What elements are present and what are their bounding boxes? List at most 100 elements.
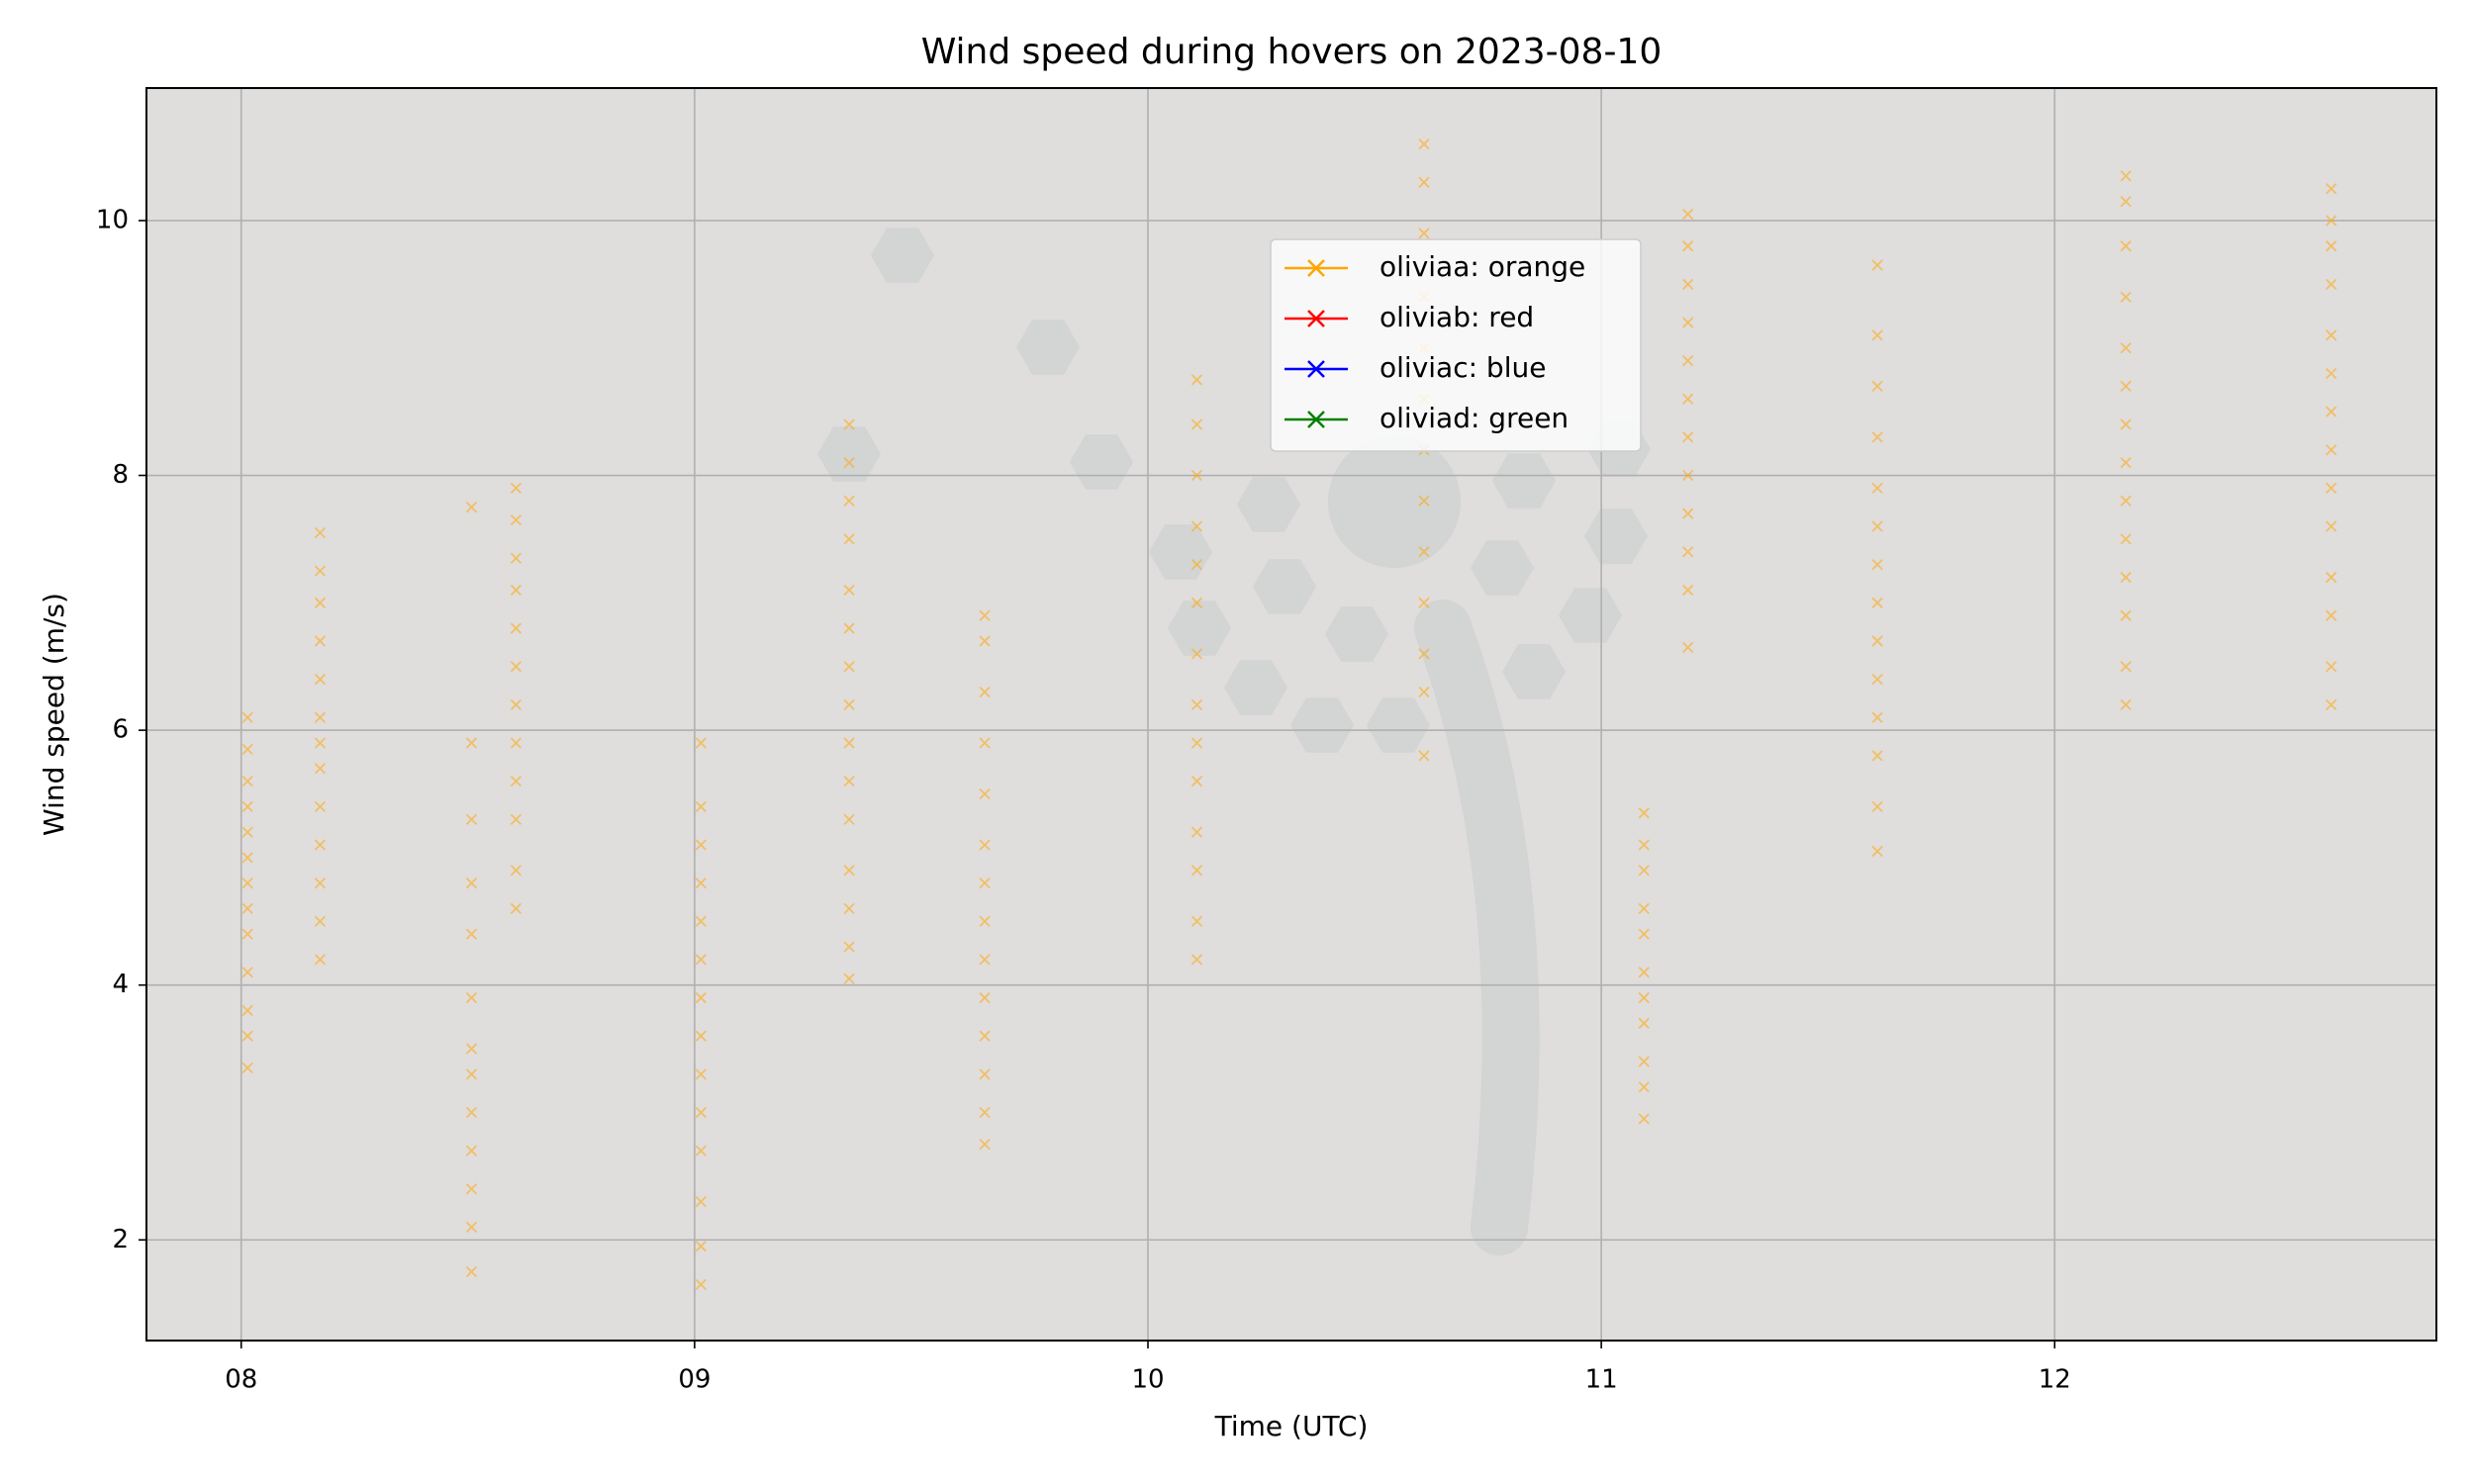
point [843, 902, 855, 915]
point [2120, 418, 2132, 430]
point [695, 1195, 707, 1208]
point [1190, 775, 1203, 788]
point [843, 973, 855, 984]
point [1871, 431, 1883, 443]
point [1638, 991, 1650, 1004]
point [2326, 520, 2337, 532]
point [241, 826, 253, 838]
point [1681, 208, 1694, 221]
point [1418, 495, 1430, 507]
point [510, 584, 523, 597]
point [2326, 482, 2337, 495]
point [843, 533, 855, 545]
point [979, 1139, 991, 1151]
point [241, 902, 253, 915]
point [695, 1241, 707, 1252]
point [510, 661, 523, 673]
point [695, 737, 707, 749]
point [2120, 661, 2132, 673]
point [465, 813, 478, 825]
point [314, 954, 327, 966]
point [843, 775, 855, 788]
point [465, 928, 478, 940]
point [1638, 902, 1650, 915]
point [2120, 240, 2132, 252]
point [979, 788, 991, 800]
legend-marker [1307, 360, 1325, 378]
point [1871, 800, 1883, 813]
point [314, 878, 327, 889]
point [510, 865, 523, 877]
point [465, 1265, 478, 1278]
x-tick-label: 10 [1131, 1365, 1164, 1395]
point [979, 991, 991, 1004]
point [1638, 928, 1650, 940]
point [314, 565, 327, 577]
point [241, 775, 253, 788]
point [2120, 170, 2132, 182]
point [241, 743, 253, 756]
legend-marker [1307, 310, 1325, 327]
point [2326, 240, 2337, 252]
point [1190, 737, 1203, 749]
point [695, 991, 707, 1004]
point [465, 502, 478, 513]
point [510, 482, 523, 495]
point [314, 673, 327, 686]
point [1190, 597, 1203, 608]
point [510, 813, 523, 825]
point [465, 1145, 478, 1157]
point [1638, 865, 1650, 877]
point [2120, 495, 2132, 507]
x-tick-label: 08 [225, 1365, 257, 1395]
point [241, 1004, 253, 1017]
point [979, 915, 991, 927]
point [695, 839, 707, 851]
legend-label: oliviad: green [1380, 402, 1569, 434]
point [314, 763, 327, 775]
point [241, 711, 253, 723]
point [1681, 393, 1694, 405]
point [2326, 444, 2337, 456]
point [979, 954, 991, 966]
point [1638, 967, 1650, 978]
point [2326, 406, 2337, 417]
point [1418, 546, 1430, 558]
point [1190, 648, 1203, 660]
y-tick-label: 8 [112, 460, 129, 490]
point [1638, 1056, 1650, 1067]
point [1871, 635, 1883, 647]
point [979, 839, 991, 851]
point [510, 513, 523, 526]
point [2120, 380, 2132, 393]
point [1871, 597, 1883, 608]
point [843, 418, 855, 430]
point [1418, 176, 1430, 188]
point [979, 609, 991, 621]
point [465, 991, 478, 1004]
point [1418, 648, 1430, 660]
x-tick-label: 09 [678, 1365, 711, 1395]
point [1871, 482, 1883, 495]
point [1681, 354, 1694, 367]
plot-frame [145, 87, 2437, 1342]
point [241, 878, 253, 889]
point [1190, 915, 1203, 927]
point [1418, 228, 1430, 239]
point [1681, 240, 1694, 252]
point [843, 813, 855, 825]
point [2120, 533, 2132, 545]
y-tick-label: 6 [112, 715, 129, 745]
point [843, 584, 855, 597]
point [695, 800, 707, 813]
point [2326, 571, 2337, 584]
point [2120, 195, 2132, 208]
point [1681, 469, 1694, 482]
point [314, 737, 327, 749]
x-tick-label: 12 [2039, 1365, 2071, 1395]
point [1190, 418, 1203, 430]
point [979, 1030, 991, 1042]
point [1190, 698, 1203, 710]
point [314, 800, 327, 813]
